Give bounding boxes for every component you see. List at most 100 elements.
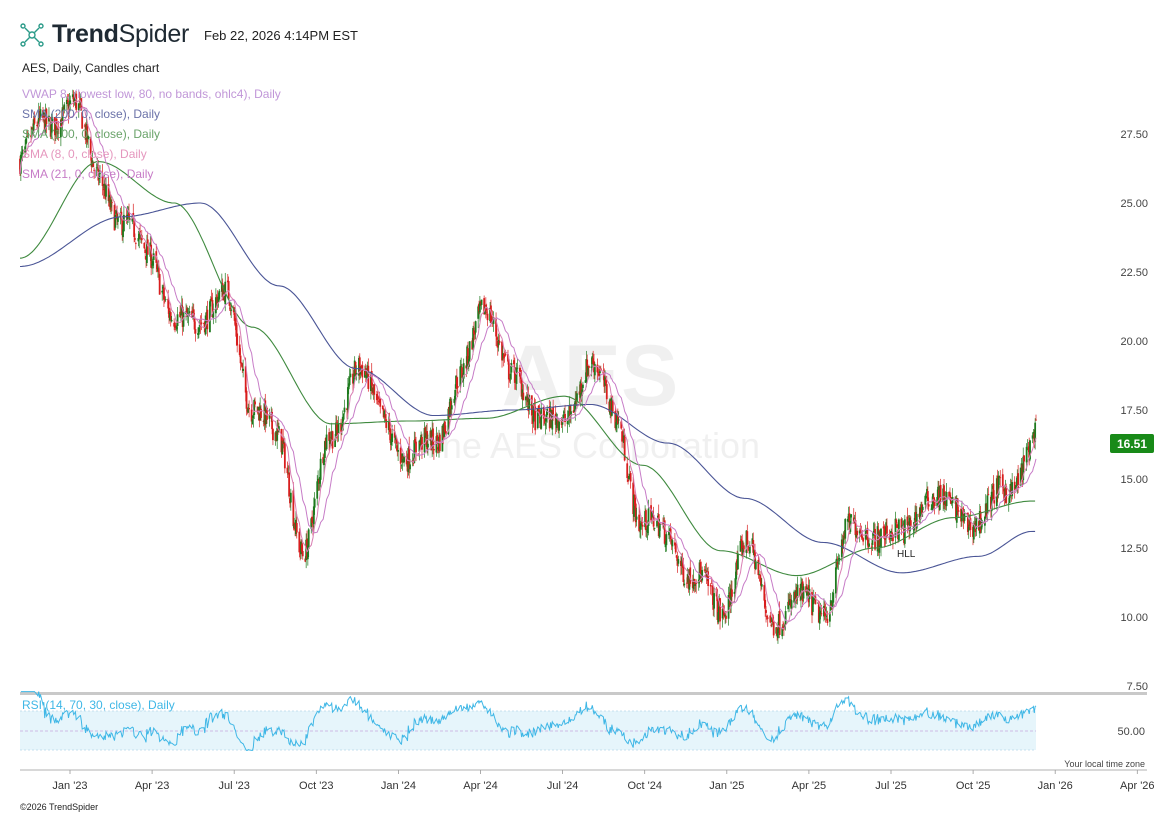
- candle-body: [472, 328, 474, 349]
- candle-body: [842, 535, 845, 544]
- candle-body: [150, 244, 153, 268]
- candle-body: [102, 188, 105, 191]
- candle-body: [39, 109, 42, 118]
- candle-body: [403, 457, 405, 463]
- indicator-4[interactable]: SMA (21, 0, close), Daily: [22, 167, 154, 181]
- candle-body: [95, 167, 98, 169]
- candle-body: [909, 520, 912, 526]
- candle-body: [596, 364, 599, 373]
- candle-body: [593, 364, 596, 376]
- candle-body: [377, 401, 380, 402]
- time-tick: Oct '23: [299, 780, 334, 792]
- candle-body: [128, 218, 131, 220]
- candle-body: [966, 512, 969, 532]
- candle-body: [376, 396, 379, 400]
- candle-body: [432, 448, 435, 451]
- candle-body: [796, 584, 799, 598]
- candle-body: [365, 375, 368, 379]
- candle-body: [337, 423, 340, 434]
- candle-body: [156, 264, 159, 270]
- candle-body: [658, 525, 661, 538]
- candle-body: [215, 295, 218, 297]
- candle-body: [1031, 435, 1034, 439]
- candle-body: [253, 399, 256, 415]
- candle-body: [460, 365, 463, 367]
- candle-body: [590, 366, 593, 368]
- candle-body: [228, 302, 231, 306]
- time-tick: Jan '25: [709, 780, 744, 792]
- candle-body: [474, 321, 477, 333]
- candle-body: [245, 390, 248, 409]
- candle-body: [764, 599, 767, 608]
- candle-body: [312, 506, 315, 525]
- candle-body: [561, 420, 564, 425]
- candle-body: [709, 584, 712, 587]
- candle-body: [214, 297, 217, 314]
- candle-body: [605, 379, 607, 384]
- time-tick: Apr '25: [792, 780, 827, 792]
- candle-body: [473, 332, 476, 335]
- candle-body: [564, 413, 566, 423]
- candle-body: [450, 405, 453, 410]
- candle-body: [972, 523, 975, 540]
- candle-body: [25, 136, 28, 138]
- candle-body: [413, 440, 416, 464]
- candle-body: [114, 214, 117, 228]
- candle-body: [740, 539, 743, 542]
- candle-body: [927, 504, 930, 507]
- indicator-3[interactable]: SMA (8, 0, close), Daily: [22, 147, 147, 161]
- candle-body: [524, 396, 527, 401]
- candle-body: [530, 395, 533, 416]
- candle-body: [812, 597, 815, 601]
- candle-body: [188, 311, 191, 314]
- candle-body: [735, 562, 738, 580]
- candle-body: [173, 322, 176, 327]
- candle-body: [59, 119, 62, 138]
- candle-body: [503, 355, 506, 357]
- candle-body: [441, 425, 444, 452]
- logo-nodes-icon: [20, 22, 44, 47]
- candle-body: [858, 530, 861, 534]
- candle-body: [435, 436, 438, 453]
- candle-body: [862, 538, 865, 542]
- candle-body: [212, 310, 215, 318]
- candle-body: [97, 164, 100, 181]
- candle-body: [86, 124, 89, 143]
- candle-body: [520, 379, 523, 397]
- candle-body: [892, 534, 894, 542]
- candle-body: [283, 441, 285, 443]
- pane-separator[interactable]: [20, 692, 1147, 695]
- candle-body: [689, 567, 692, 584]
- candle-body: [769, 615, 772, 623]
- candle-body: [128, 211, 130, 218]
- candle-body: [975, 517, 978, 530]
- time-axis: Jan '23 Apr '23 Jul '23 Oct '23 Jan '24 Apr '…: [20, 769, 1155, 792]
- candle-body: [467, 359, 470, 366]
- candle-body: [883, 526, 886, 539]
- candle-body: [754, 562, 757, 570]
- candle-body: [174, 325, 177, 328]
- candle-body: [151, 261, 154, 266]
- time-tick: Jul '24: [547, 780, 578, 792]
- candle-body: [685, 582, 688, 584]
- candle-body: [87, 136, 90, 140]
- candle-body: [492, 317, 495, 324]
- candle-body: [770, 624, 773, 626]
- candle-body: [421, 436, 423, 450]
- candle-body: [623, 436, 626, 461]
- candle-body: [388, 418, 391, 432]
- candle-body: [280, 428, 283, 453]
- indicator-2[interactable]: SMA (100, 0, close), Daily: [22, 127, 161, 141]
- candle-body: [57, 127, 60, 135]
- candle-body: [319, 458, 322, 480]
- candle-body: [192, 309, 195, 316]
- candle-body: [254, 401, 256, 405]
- candle-body: [611, 400, 614, 412]
- rsi-legend: RSI (14, 70, 30, close), Daily: [22, 698, 175, 712]
- candle-body: [711, 585, 714, 596]
- candle-body: [31, 127, 33, 135]
- indicator-1[interactable]: SMA (200, 0, close), Daily: [22, 107, 161, 121]
- candle-body: [101, 173, 104, 186]
- indicator-0[interactable]: VWAP 8, (lowest low, 80, no bands, ohlc4…: [22, 87, 281, 101]
